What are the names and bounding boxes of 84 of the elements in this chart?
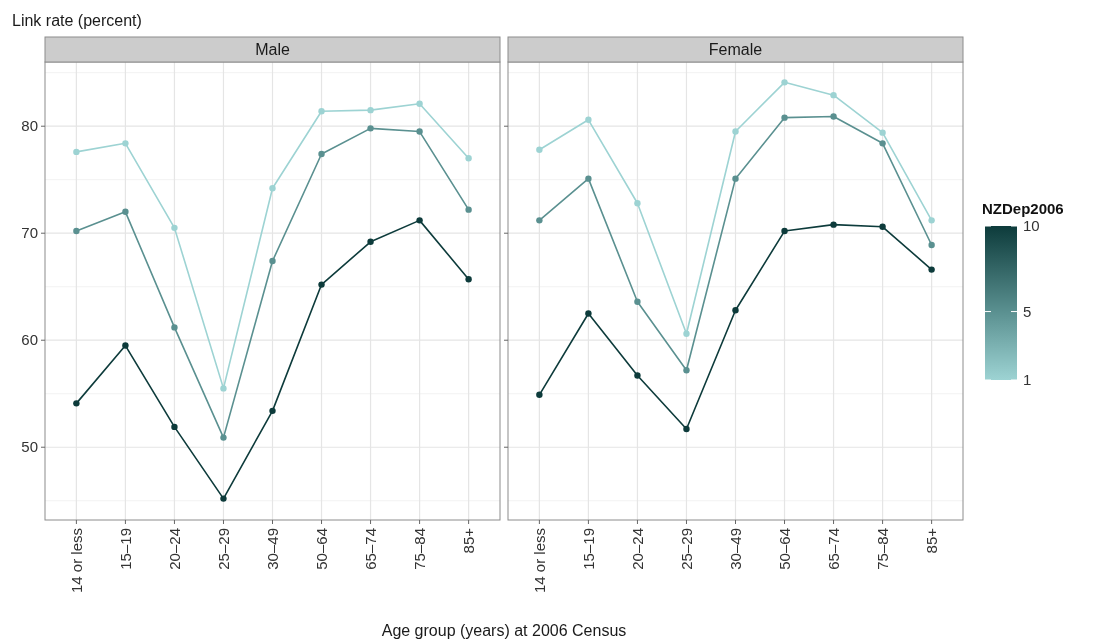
- point: [318, 108, 325, 115]
- x-tick-label: 14 or less: [67, 528, 85, 594]
- point: [928, 266, 935, 273]
- x-tick-label: 20–24: [628, 528, 646, 570]
- point: [879, 140, 886, 147]
- x-tick-label: 25–29: [214, 528, 232, 570]
- x-tick-label: 30–49: [726, 528, 744, 570]
- point: [536, 217, 543, 224]
- point: [269, 257, 276, 265]
- x-tick-label: 75–84: [873, 528, 891, 570]
- chart-title: Male: [255, 41, 290, 58]
- point: [122, 208, 129, 216]
- point: [171, 423, 178, 431]
- x-tick-label: 65–74: [824, 528, 842, 570]
- x-axis-title: Age group (years) at 2006 Census: [381, 622, 627, 639]
- point: [171, 324, 178, 331]
- point: [683, 425, 690, 433]
- point: [269, 407, 276, 415]
- point: [171, 224, 178, 232]
- y-tick-label: 60: [21, 331, 38, 349]
- point: [73, 227, 80, 235]
- x-tick-label: 75–84: [410, 528, 428, 570]
- color-bar-label: 10: [1023, 217, 1040, 235]
- point: [830, 221, 837, 228]
- y-tick-label: 70: [21, 224, 38, 242]
- color-bar-title: NZDep2006: [982, 200, 1064, 217]
- point: [536, 146, 543, 153]
- point: [416, 128, 423, 135]
- point: [585, 310, 592, 317]
- point: [122, 140, 129, 147]
- point: [634, 298, 641, 305]
- point: [585, 116, 592, 123]
- point: [781, 114, 788, 121]
- point: [220, 495, 227, 502]
- point: [732, 175, 739, 182]
- point: [318, 150, 325, 158]
- point: [683, 366, 690, 374]
- x-tick-label: 15–19: [579, 528, 597, 570]
- point: [928, 217, 935, 224]
- x-tick-label: 25–29: [677, 528, 695, 570]
- x-tick-label: 50–64: [775, 528, 793, 570]
- point: [536, 391, 543, 398]
- point: [732, 307, 739, 314]
- point: [830, 113, 837, 120]
- point: [220, 434, 227, 441]
- point: [879, 129, 886, 136]
- x-tick-label: 85+: [922, 527, 940, 554]
- point: [367, 125, 374, 132]
- point: [781, 79, 788, 86]
- y-tick-label: 80: [21, 117, 38, 135]
- x-tick-label: 14 or less: [530, 528, 548, 594]
- x-tick-label: 15–19: [116, 528, 134, 570]
- x-tick-label: 20–24: [165, 528, 183, 570]
- color-bar-label: 1: [1023, 371, 1032, 389]
- point: [879, 223, 886, 230]
- point: [465, 276, 472, 283]
- point: [269, 185, 276, 192]
- point: [318, 281, 325, 288]
- point: [928, 241, 935, 249]
- color-bar-label: 5: [1023, 302, 1032, 320]
- point: [367, 106, 374, 114]
- point: [634, 200, 641, 207]
- x-tick-label: 50–64: [312, 528, 330, 570]
- point: [220, 385, 227, 392]
- point: [465, 155, 472, 162]
- x-tick-label: 85+: [459, 527, 477, 554]
- y-axis-title: Link rate (percent): [12, 12, 142, 29]
- x-tick-label: 65–74: [361, 528, 379, 570]
- point: [732, 128, 739, 135]
- point: [367, 238, 374, 245]
- point: [634, 372, 641, 379]
- point: [830, 91, 837, 99]
- x-tick-label: 30–49: [263, 528, 281, 570]
- point: [781, 227, 788, 235]
- y-tick-label: 50: [21, 438, 38, 456]
- point: [416, 217, 423, 224]
- point: [683, 330, 690, 337]
- point: [73, 400, 80, 407]
- point: [122, 342, 129, 349]
- point: [585, 175, 592, 182]
- chart-title: Female: [708, 41, 763, 58]
- point: [73, 148, 80, 156]
- point: [416, 100, 423, 107]
- point: [465, 206, 472, 213]
